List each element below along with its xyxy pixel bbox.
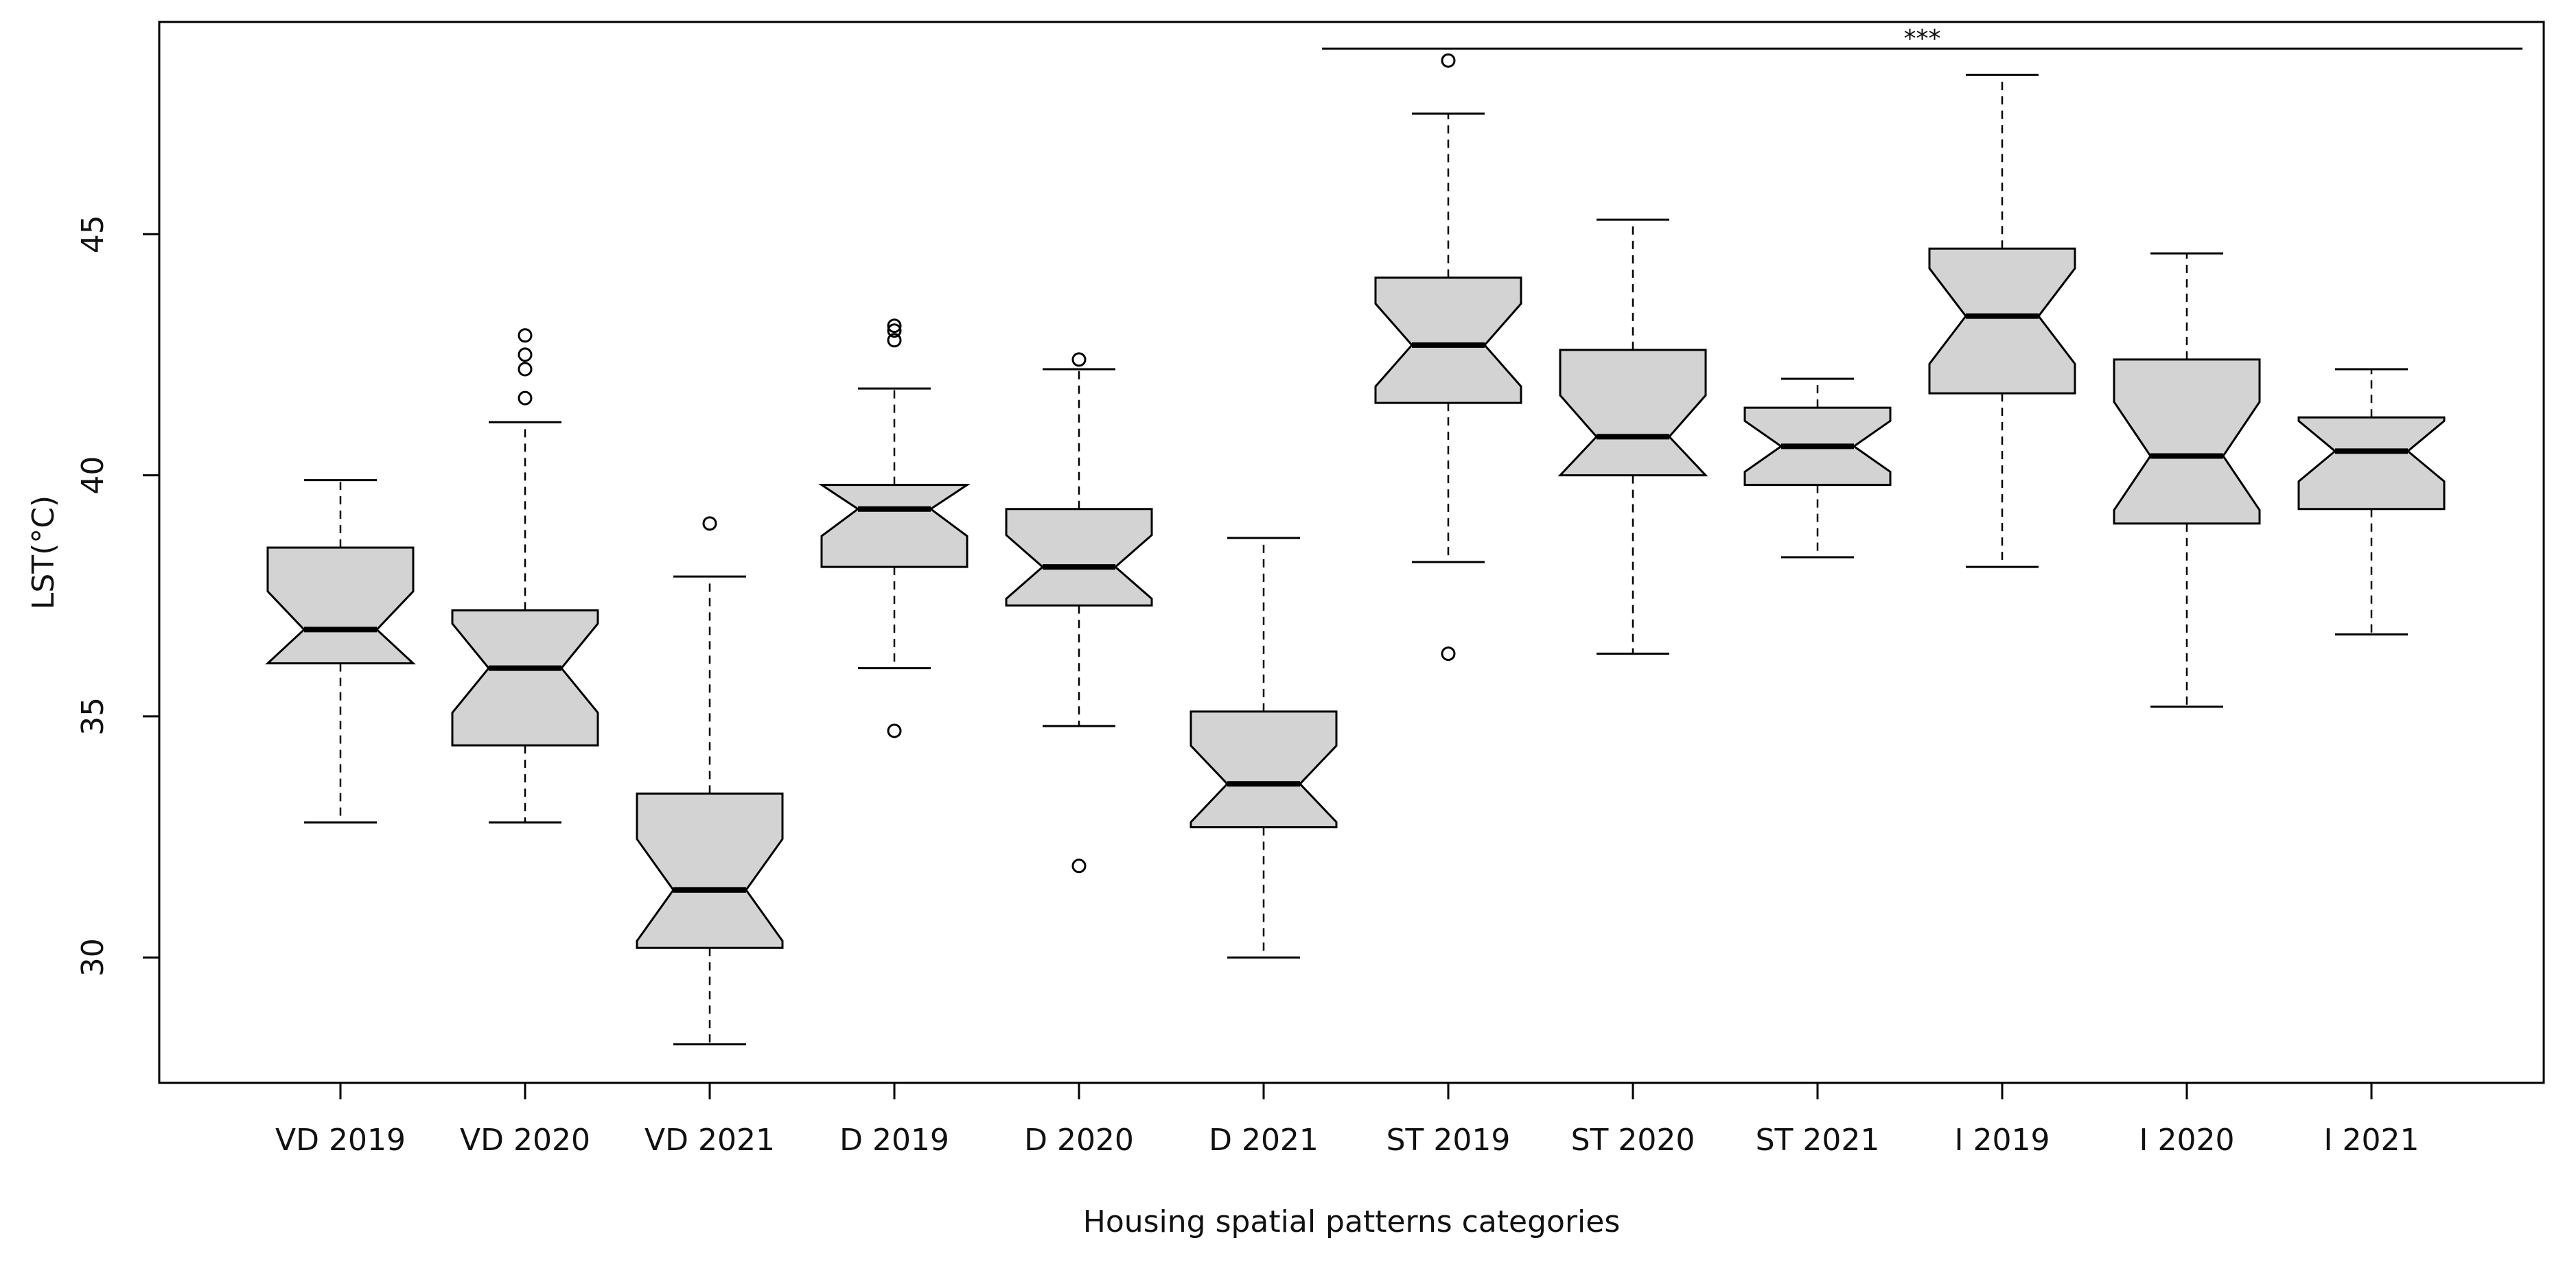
x-tick-label: ST 2020 — [1571, 1123, 1695, 1158]
outlier-point — [1071, 352, 1087, 367]
box-body — [1557, 349, 1708, 477]
box-vd-2020 — [451, 328, 599, 824]
box-d-2021 — [1190, 537, 1338, 959]
box-body — [1190, 710, 1338, 829]
outlier-point — [1441, 646, 1456, 662]
box-body — [265, 546, 416, 665]
box-body — [2297, 416, 2446, 511]
box-i-2021 — [2297, 368, 2446, 635]
outlier-point — [1441, 53, 1456, 68]
plot-frame — [158, 21, 2545, 1084]
y-tick-label: 30 — [76, 938, 111, 977]
y-tick-label: 40 — [76, 456, 111, 495]
box-body — [636, 792, 784, 949]
boxes-layer — [265, 53, 2446, 1046]
x-tick-label: D 2021 — [1209, 1123, 1319, 1158]
outlier-point — [518, 328, 533, 343]
box-st-2021 — [1743, 377, 1892, 559]
box-body — [451, 609, 599, 747]
x-tick-label: I 2021 — [2324, 1123, 2420, 1158]
box-i-2019 — [1928, 73, 2076, 568]
outlier-point — [518, 362, 533, 377]
box-st-2020 — [1557, 218, 1708, 655]
box-d-2020 — [1005, 352, 1153, 874]
box-st-2019 — [1374, 53, 1522, 662]
x-tick-label: VD 2020 — [460, 1123, 590, 1158]
x-tick-label: I 2019 — [1955, 1123, 2050, 1158]
outlier-point — [1071, 858, 1087, 874]
x-tick-label: VD 2019 — [275, 1123, 406, 1158]
x-axis: VD 2019 VD 2020 VD 2021 D 2019 D 2020 D 2021 S… — [275, 1083, 2419, 1158]
y-tick-label: 35 — [76, 697, 111, 736]
outlier-point — [518, 390, 533, 406]
significance-label: *** — [1904, 25, 1941, 53]
box-body — [1005, 508, 1153, 607]
outlier-point — [887, 323, 902, 338]
outlier-point — [887, 318, 902, 334]
y-axis: 30 35 40 45 — [76, 215, 159, 977]
significance-annotation: *** — [1322, 25, 2522, 53]
box-body — [2113, 358, 2261, 525]
outlier-point — [887, 723, 902, 738]
x-tick-label: I 2020 — [2139, 1123, 2235, 1158]
x-tick-label: ST 2021 — [1756, 1123, 1880, 1158]
outlier-point — [518, 347, 533, 362]
x-tick-label: ST 2019 — [1386, 1123, 1511, 1158]
box-d-2019 — [818, 318, 971, 738]
box-body — [818, 484, 971, 568]
outlier-point — [702, 516, 717, 531]
y-tick-label: 45 — [76, 215, 111, 253]
box-i-2020 — [2113, 252, 2261, 708]
outlier-point — [887, 333, 902, 348]
box-body — [1928, 247, 2076, 395]
box-vd-2019 — [265, 479, 416, 824]
x-tick-label: VD 2021 — [645, 1123, 775, 1158]
x-axis-title: Housing spatial patterns categories — [1083, 1204, 1621, 1239]
box-body — [1374, 276, 1522, 404]
x-tick-label: D 2020 — [1024, 1123, 1134, 1158]
y-axis-title: LST(°C) — [26, 495, 61, 609]
x-tick-label: D 2019 — [839, 1123, 949, 1158]
box-vd-2021 — [636, 516, 784, 1046]
